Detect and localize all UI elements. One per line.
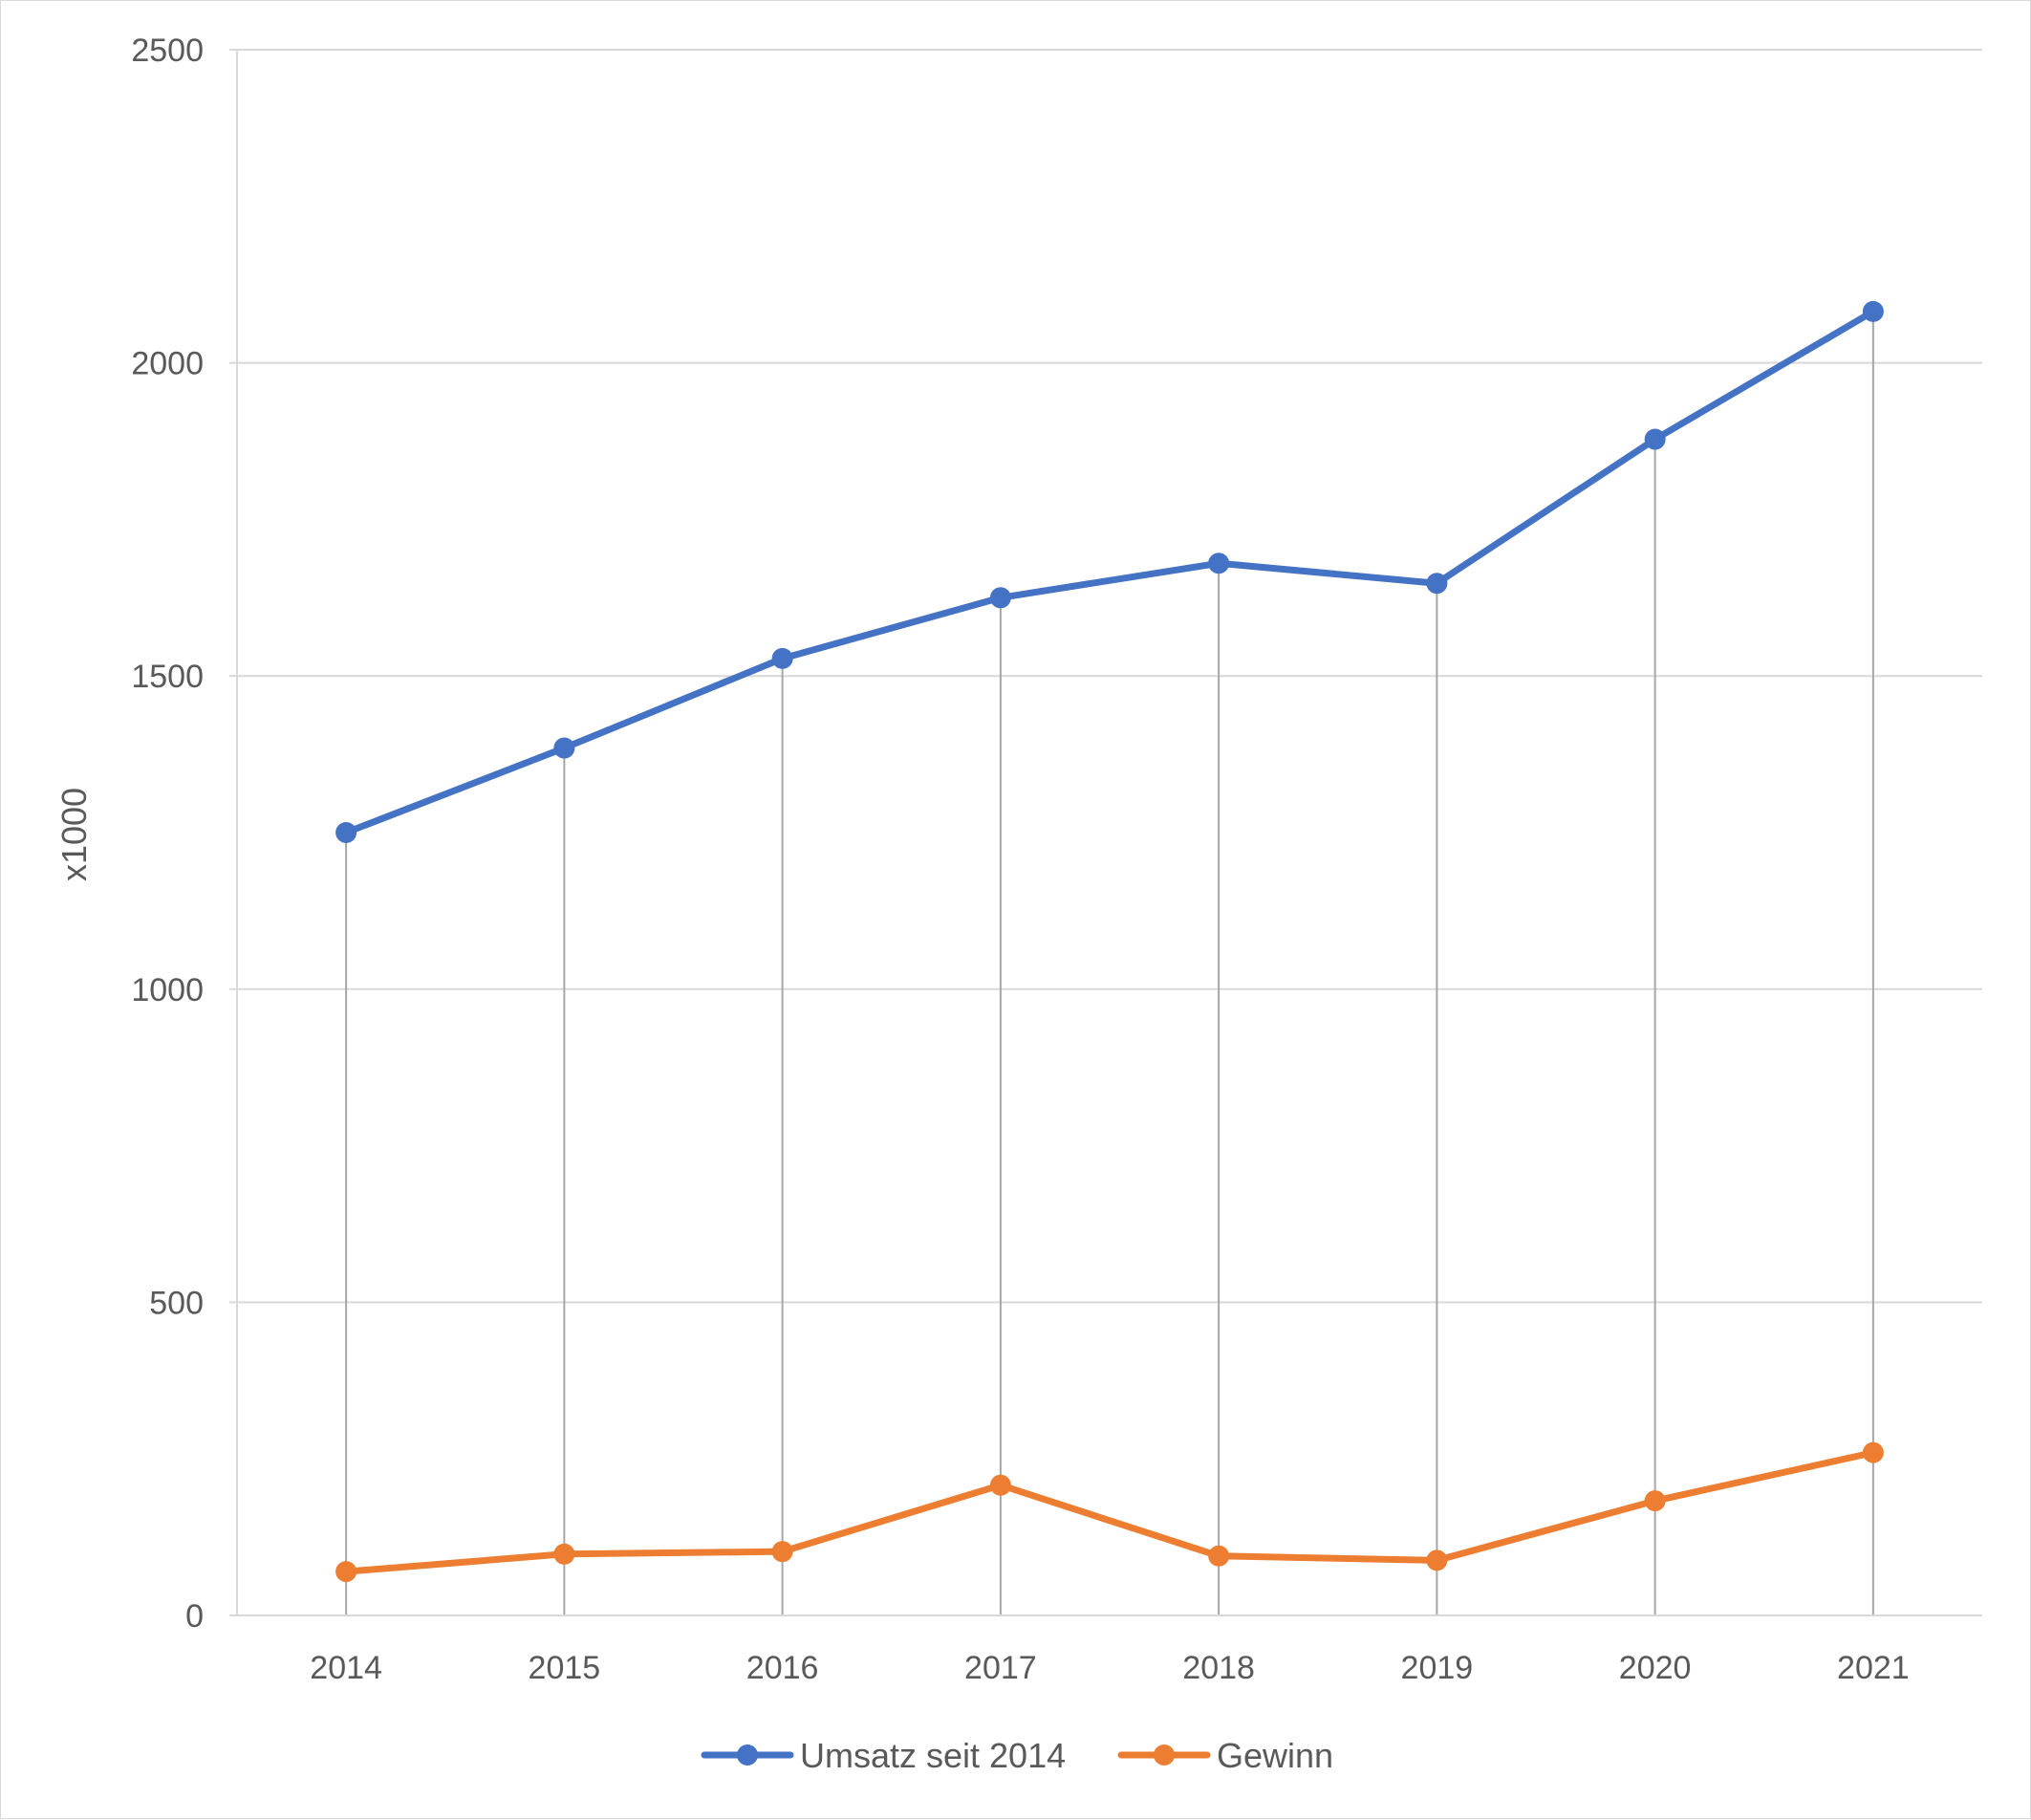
data-point	[989, 587, 1011, 609]
x-tick-label: 2021	[1837, 1650, 1910, 1686]
data-point	[1208, 552, 1230, 574]
x-tick-label: 2017	[964, 1650, 1037, 1686]
x-tick-label: 2015	[529, 1650, 601, 1686]
data-point	[1644, 428, 1666, 450]
y-tick-label: 500	[149, 1285, 204, 1321]
data-point	[771, 1541, 793, 1563]
data-point	[335, 822, 357, 843]
data-point	[1862, 1441, 1884, 1463]
x-tick-label: 2019	[1401, 1650, 1474, 1686]
y-tick-label: 0	[185, 1598, 204, 1635]
y-tick-label: 1500	[131, 659, 204, 695]
data-point	[771, 647, 793, 669]
data-point	[1208, 1545, 1230, 1567]
x-tick-label: 2018	[1182, 1650, 1255, 1686]
legend-swatch-marker	[1154, 1744, 1175, 1766]
y-tick-label: 2000	[131, 346, 204, 382]
data-point	[335, 1561, 357, 1583]
y-tick-label: 2500	[131, 32, 204, 69]
series	[335, 300, 1884, 1583]
y-axis-title: x1000	[54, 788, 94, 881]
data-point	[553, 737, 575, 759]
series-line-0	[342, 308, 1877, 836]
data-point	[989, 1474, 1011, 1496]
y-tick-label: 1000	[131, 972, 204, 1008]
data-point	[553, 1543, 575, 1565]
series-line-1	[342, 1449, 1877, 1575]
legend-label: Umsatz seit 2014	[800, 1736, 1066, 1775]
data-point	[1644, 1490, 1666, 1512]
x-tick-label: 2020	[1619, 1650, 1692, 1686]
drop-lines	[345, 311, 1874, 1615]
data-point	[1862, 300, 1884, 322]
axes	[229, 49, 1982, 1616]
data-point	[1426, 573, 1448, 595]
legend: Umsatz seit 2014 Gewinn	[701, 1736, 1333, 1775]
x-tick-label: 2016	[746, 1650, 819, 1686]
data-point	[1426, 1549, 1448, 1571]
x-tick-label: 2014	[310, 1650, 382, 1686]
legend-swatch-marker	[737, 1744, 758, 1766]
legend-label: Gewinn	[1217, 1736, 1333, 1775]
gridlines	[237, 49, 1982, 1304]
tick-labels: 0 500 1000 1500 2000 2500 2014 2015 2016 2017 2018…	[131, 32, 1909, 1686]
